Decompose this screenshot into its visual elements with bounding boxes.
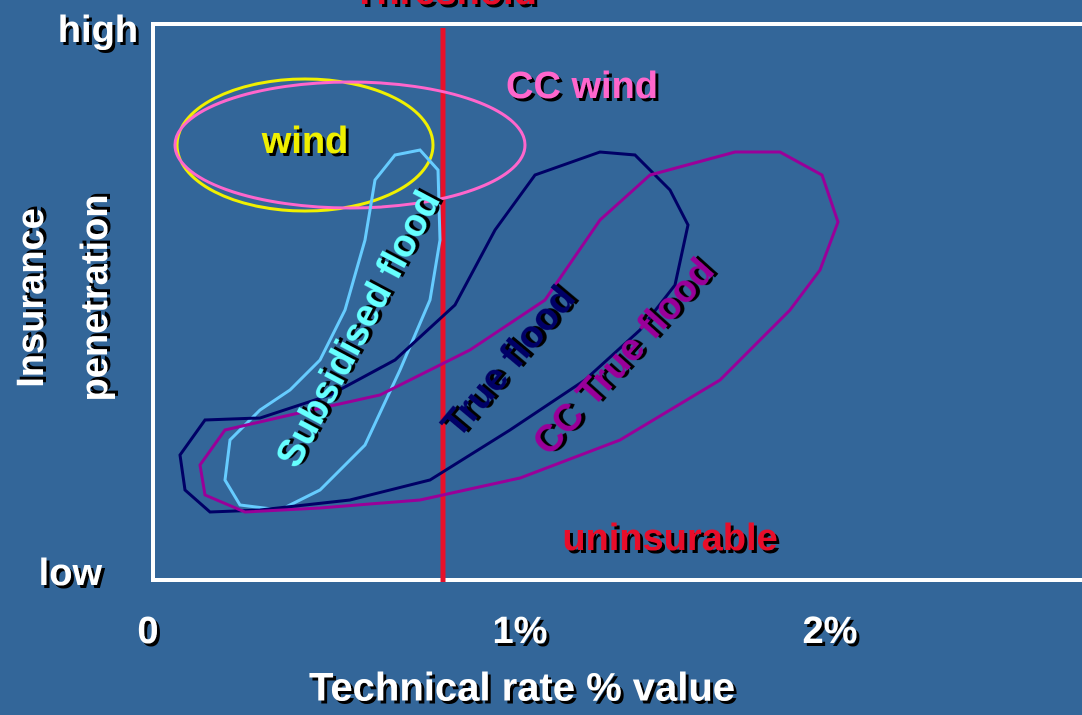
x-tick-label: 0 bbox=[137, 610, 158, 652]
y-axis-label-group: Insurance penetration bbox=[10, 195, 116, 402]
cc-true-flood-region bbox=[198, 150, 840, 514]
y-axis-label-line: penetration bbox=[74, 195, 116, 402]
y-high-label: high bbox=[58, 9, 138, 51]
subsidised-flood-region bbox=[223, 148, 442, 512]
cc-wind-region bbox=[173, 80, 527, 210]
true-flood-region bbox=[178, 150, 690, 514]
x-tick-label: 1% bbox=[493, 610, 548, 652]
frame bbox=[151, 22, 1082, 582]
y-axis-label-line: Insurance bbox=[10, 208, 52, 388]
x-axis-label: Technical rate % value bbox=[309, 666, 735, 710]
wind-region bbox=[175, 77, 435, 213]
x-tick-label: 2% bbox=[803, 610, 858, 652]
region-label: wind bbox=[261, 120, 349, 162]
region-label: CC wind bbox=[506, 65, 658, 107]
threshold-label: Threshold bbox=[353, 0, 537, 13]
y-low-label: low bbox=[39, 552, 103, 594]
region-label: uninsurable bbox=[562, 517, 777, 559]
